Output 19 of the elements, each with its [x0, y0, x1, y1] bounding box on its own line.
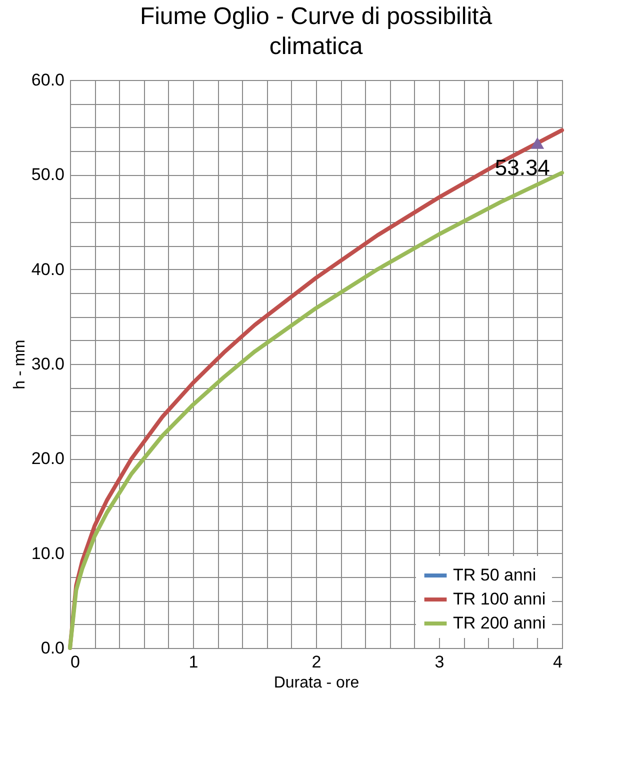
y-tick-label: 20.0	[31, 449, 64, 468]
y-tick-label: 40.0	[31, 260, 64, 279]
y-tick-label: 30.0	[31, 354, 64, 374]
x-tick-label: 2	[312, 652, 322, 672]
data-label: 53.34	[494, 155, 550, 180]
x-axis-title: Durata - ore	[274, 674, 360, 692]
y-tick-label: 50.0	[31, 165, 64, 184]
legend-label: TR 100 anni	[453, 590, 546, 608]
y-tick-label: 0.0	[40, 638, 64, 658]
y-tick-label: 60.0	[31, 70, 64, 90]
y-tick-label: 10.0	[31, 544, 64, 563]
x-tick-label: 1	[188, 652, 198, 672]
x-tick-label: 4	[553, 652, 562, 672]
chart-title: Fiume Oglio - Curve di possibilità climatica	[140, 3, 493, 60]
legend-label: TR 50 anni	[453, 566, 536, 584]
y-axis-title: h - mm	[11, 340, 28, 390]
x-tick-label: 3	[434, 652, 444, 672]
x-tick-label: 0	[70, 652, 80, 672]
legend-label: TR 200 anni	[453, 614, 546, 632]
